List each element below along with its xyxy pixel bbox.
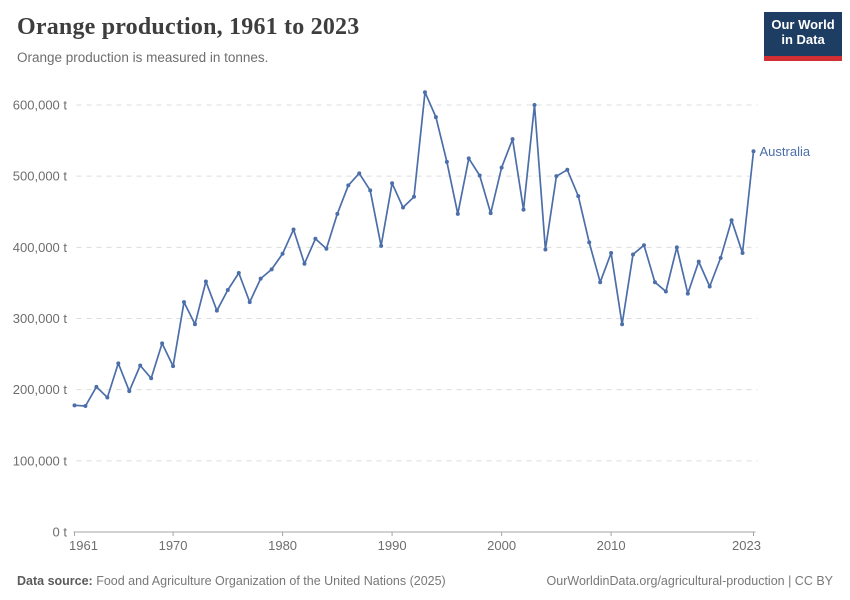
data-point[interactable]	[576, 194, 581, 199]
data-source-note: Data source: Food and Agriculture Organi…	[17, 574, 446, 588]
data-point[interactable]	[302, 261, 307, 266]
y-tick-label: 100,000 t	[13, 453, 68, 468]
data-point[interactable]	[598, 280, 603, 285]
data-point[interactable]	[609, 251, 614, 256]
x-tick-label: 1980	[268, 538, 297, 553]
data-point[interactable]	[171, 364, 176, 369]
owid-logo-line2: in Data	[781, 32, 825, 47]
data-point[interactable]	[477, 173, 482, 178]
y-tick-label: 400,000 t	[13, 240, 68, 255]
data-point[interactable]	[247, 300, 252, 305]
data-point[interactable]	[379, 243, 384, 248]
y-tick-label: 0 t	[53, 525, 68, 540]
data-source-text: Food and Agriculture Organization of the…	[92, 574, 446, 588]
x-tick-label: 2010	[597, 538, 626, 553]
data-point[interactable]	[412, 194, 416, 199]
data-point[interactable]	[346, 183, 351, 188]
y-tick-label: 600,000 t	[13, 98, 68, 113]
data-point[interactable]	[510, 137, 515, 142]
data-point[interactable]	[740, 251, 745, 256]
data-point[interactable]	[72, 403, 77, 408]
data-point[interactable]	[751, 149, 756, 154]
data-point[interactable]	[357, 171, 362, 176]
data-point[interactable]	[182, 300, 187, 305]
y-tick-label: 300,000 t	[13, 311, 68, 326]
data-point[interactable]	[94, 384, 99, 389]
data-point[interactable]	[313, 236, 318, 241]
data-point[interactable]	[674, 245, 679, 250]
x-tick-label: 1990	[378, 538, 407, 553]
data-point[interactable]	[138, 363, 143, 368]
data-point[interactable]	[160, 341, 165, 346]
chart-subtitle: Orange production is measured in tonnes.	[17, 50, 269, 65]
chart-header: Orange production, 1961 to 2023 Orange p…	[17, 14, 359, 65]
data-point[interactable]	[707, 284, 712, 289]
data-point[interactable]	[685, 291, 690, 296]
data-point[interactable]	[663, 289, 668, 294]
data-point[interactable]	[718, 256, 723, 261]
data-point[interactable]	[444, 159, 449, 164]
data-point[interactable]	[291, 227, 296, 232]
x-tick-label: 2000	[487, 538, 516, 553]
data-point[interactable]	[554, 174, 559, 179]
data-point[interactable]	[565, 167, 570, 172]
data-point[interactable]	[499, 165, 504, 170]
data-point[interactable]	[192, 322, 197, 327]
data-point[interactable]	[631, 252, 636, 257]
data-point[interactable]	[335, 211, 340, 216]
owid-logo[interactable]: Our World in Data	[764, 12, 842, 61]
data-point[interactable]	[214, 308, 219, 313]
data-point[interactable]	[83, 404, 88, 409]
y-tick-label: 500,000 t	[13, 169, 68, 184]
data-point[interactable]	[587, 240, 592, 245]
data-point[interactable]	[543, 247, 548, 252]
data-point[interactable]	[116, 361, 121, 366]
data-source-label: Data source:	[17, 574, 93, 588]
data-point[interactable]	[127, 389, 132, 394]
data-point[interactable]	[641, 243, 646, 248]
data-point[interactable]	[225, 288, 230, 293]
data-point[interactable]	[390, 181, 395, 186]
data-point[interactable]	[433, 115, 438, 120]
data-point[interactable]	[324, 246, 329, 251]
data-point[interactable]	[269, 267, 274, 272]
data-point[interactable]	[620, 322, 625, 327]
data-point[interactable]	[203, 279, 208, 284]
x-tick-label: 1970	[159, 538, 188, 553]
data-point[interactable]	[258, 276, 263, 281]
y-tick-label: 200,000 t	[13, 382, 68, 397]
x-tick-label: 2023	[732, 538, 761, 553]
data-point[interactable]	[280, 251, 285, 256]
australia-line[interactable]	[73, 91, 755, 407]
data-point[interactable]	[466, 156, 471, 161]
x-tick-label: 1961	[69, 538, 98, 553]
owid-logo-line1: Our World	[771, 17, 835, 32]
data-point[interactable]	[532, 103, 537, 107]
data-point[interactable]	[652, 280, 657, 285]
data-point[interactable]	[521, 207, 526, 212]
data-point[interactable]	[368, 188, 373, 193]
data-point[interactable]	[696, 259, 701, 264]
data-point[interactable]	[105, 395, 110, 400]
australia-series-label: Australia	[760, 144, 811, 159]
license-link[interactable]: OurWorldinData.org/agricultural-producti…	[546, 574, 833, 588]
data-point[interactable]	[401, 205, 406, 210]
chart-title: Orange production, 1961 to 2023	[17, 14, 360, 40]
data-point[interactable]	[455, 211, 460, 216]
data-point[interactable]	[729, 218, 734, 223]
data-point[interactable]	[488, 211, 493, 216]
data-point[interactable]	[422, 90, 427, 95]
chart-footer: Data source: Food and Agriculture Organi…	[0, 574, 850, 588]
data-point[interactable]	[149, 376, 154, 381]
data-point[interactable]	[236, 270, 241, 275]
